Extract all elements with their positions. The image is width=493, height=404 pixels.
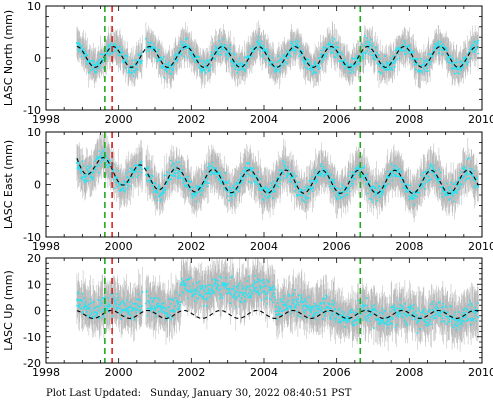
data-points <box>76 35 480 79</box>
y-tick-label: 0 <box>34 305 41 318</box>
error-bar-path <box>76 20 479 90</box>
error-bar-path <box>76 258 479 352</box>
data-points <box>76 148 480 206</box>
footer-timestamp: Sunday, January 30, 2022 08:40:51 PST <box>150 388 352 399</box>
x-tick-label: 2002 <box>177 366 205 379</box>
x-tick-label: 2006 <box>323 240 351 253</box>
x-tick-label: 2002 <box>177 113 205 126</box>
footer-label: Plot Last Updated: <box>46 388 141 399</box>
x-tick-label: 2000 <box>105 113 133 126</box>
y-axis-label: LASC East (mm) <box>2 140 15 229</box>
y-tick-label: 10 <box>27 126 41 139</box>
y-tick-label: 20 <box>27 252 41 265</box>
x-tick-label: 2004 <box>250 240 278 253</box>
model-curve <box>76 46 479 68</box>
data-point-path <box>76 275 480 334</box>
panel-1: 1998 2000 2002 2004 2006 2008 2010 -10 0 10 LASC N… <box>2 0 493 126</box>
error-bars <box>76 132 479 223</box>
error-bars <box>76 20 479 90</box>
y-tick-label: -20 <box>23 357 41 370</box>
x-tick-label: 2008 <box>395 366 423 379</box>
x-tick-label: 2006 <box>323 113 351 126</box>
model-curve <box>76 157 479 194</box>
x-tick-label: 2010 <box>468 366 493 379</box>
x-tick-label: 2010 <box>468 240 493 253</box>
data-point-path <box>76 148 480 206</box>
x-tick-label: 1998 <box>32 240 60 253</box>
y-tick-label: -10 <box>23 231 41 244</box>
panel-3: 1998 2000 2002 2004 2006 2008 2010 -20 -10 0 10 20 L… <box>2 252 493 379</box>
x-tick-label: 2004 <box>250 366 278 379</box>
data-points <box>76 275 480 334</box>
error-bars <box>76 258 479 352</box>
x-tick-label: 2008 <box>395 240 423 253</box>
panel-2: 1998 2000 2002 2004 2006 2008 2010 -10 0 10 LASC E… <box>2 126 493 253</box>
y-tick-label: 10 <box>27 0 41 13</box>
x-tick-label: 2010 <box>468 113 493 126</box>
y-axis-label: LASC North (mm) <box>2 10 15 106</box>
y-tick-label: 0 <box>34 179 41 192</box>
y-tick-label: -10 <box>23 331 41 344</box>
x-tick-label: 1998 <box>32 113 60 126</box>
data-point-path <box>76 35 480 79</box>
x-tick-label: 2000 <box>105 366 133 379</box>
x-tick-label: 1998 <box>32 366 60 379</box>
x-tick-label: 2008 <box>395 113 423 126</box>
y-tick-label: -10 <box>23 104 41 117</box>
x-tick-label: 2004 <box>250 113 278 126</box>
y-tick-label: 10 <box>27 278 41 291</box>
x-tick-label: 2002 <box>177 240 205 253</box>
y-axis-label: LASC Up (mm) <box>2 270 15 351</box>
footer: Plot Last Updated: Sunday, January 30, 2… <box>46 388 357 399</box>
error-bar-path <box>76 132 479 223</box>
y-tick-label: 0 <box>34 52 41 65</box>
x-tick-label: 2006 <box>323 366 351 379</box>
x-tick-label: 2000 <box>105 240 133 253</box>
